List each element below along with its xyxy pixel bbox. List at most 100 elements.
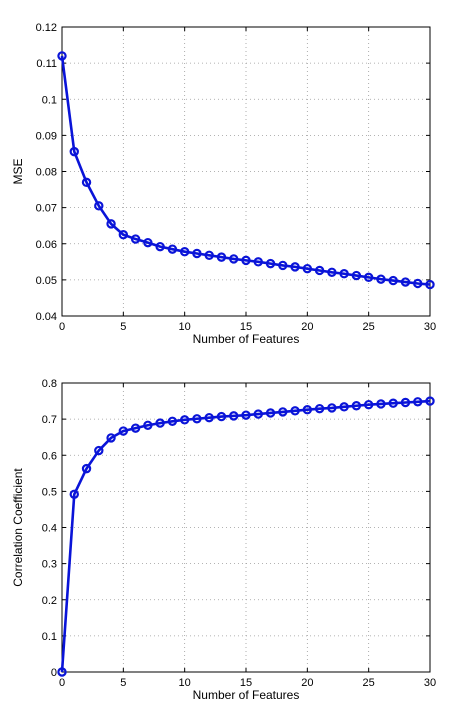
mse-y-tick-label: 0.07: [36, 203, 57, 215]
correlation-y-tick-label: 0.6: [42, 450, 57, 462]
correlation-data-point: [192, 414, 202, 424]
correlation-data-point: [241, 410, 251, 420]
mse-data-point: [192, 248, 202, 259]
mse-data-point: [241, 255, 251, 266]
correlation-x-axis-label: Number of Features: [193, 688, 300, 702]
correlation-x-tick-label: 20: [301, 677, 313, 689]
mse-y-tick-label: 0.06: [36, 239, 57, 251]
mse-data-point: [302, 263, 313, 274]
correlation-y-axis-label: Correlation Coefficient: [11, 468, 25, 587]
mse-data-point: [351, 270, 362, 281]
mse-data-point: [229, 254, 239, 264]
correlation-data-point: [229, 411, 239, 421]
correlation-data-point: [376, 399, 386, 409]
correlation-data-point: [106, 433, 116, 443]
mse-y-tick-label: 0.04: [36, 311, 57, 323]
mse-data-point: [314, 265, 325, 276]
mse-y-tick-label: 0.11: [36, 58, 57, 70]
mse-data-point: [94, 201, 104, 211]
mse-x-tick-label: 20: [301, 321, 313, 333]
correlation-data-point: [204, 412, 214, 423]
mse-x-tick-label: 15: [240, 321, 252, 333]
mse-chart: 0.04 0.05 0.06 0.07 0.08 0.09 0.1 0.11 0.12 0 5 10…: [11, 22, 436, 346]
mse-data-point: [216, 252, 227, 262]
correlation-data-point: [130, 423, 141, 433]
mse-data-point: [363, 272, 374, 283]
mse-data-point: [253, 257, 263, 267]
correlation-y-tick-label: 0.1: [42, 631, 57, 643]
mse-series-markers: [57, 51, 435, 290]
mse-data-point: [81, 177, 92, 188]
mse-data-point: [69, 146, 79, 157]
mse-y-tick-label: 0.1: [42, 94, 57, 106]
mse-data-point: [57, 51, 67, 61]
correlation-data-point: [265, 408, 276, 418]
mse-y-tick-label: 0.05: [36, 275, 57, 287]
correlation-x-tick-label: 0: [59, 677, 65, 689]
correlation-y-tick-label: 0.7: [42, 414, 57, 426]
mse-data-point: [278, 260, 288, 271]
mse-x-axis-label: Number of Features: [193, 332, 300, 346]
mse-data-point: [204, 250, 214, 261]
mse-data-point: [106, 219, 116, 229]
correlation-x-tick-label: 10: [179, 677, 191, 689]
correlation-data-point: [400, 397, 411, 408]
mse-grid: [62, 27, 430, 316]
correlation-y-tick-label: 0.2: [42, 595, 57, 607]
mse-data-point: [388, 275, 398, 286]
mse-data-point: [425, 279, 435, 290]
correlation-data-point: [143, 420, 153, 430]
correlation-x-tick-label: 5: [120, 677, 126, 689]
correlation-x-tick-label: 25: [363, 677, 375, 689]
mse-x-tick-labels: 0 5 10 15 20 25 30: [59, 321, 436, 333]
correlation-data-point: [302, 405, 313, 415]
correlation-data-point: [290, 406, 300, 416]
correlation-y-tick-labels: 0 0.1 0.2 0.3 0.4 0.5 0.6 0.7 0.8: [42, 378, 57, 679]
correlation-chart: 0 0.1 0.2 0.3 0.4 0.5 0.6 0.7 0.8 0 5 10 15 20 25 30 N…: [11, 378, 436, 702]
mse-data-point: [118, 230, 129, 240]
mse-x-tick-label: 25: [363, 321, 375, 333]
correlation-data-point: [425, 396, 435, 406]
correlation-data-point: [118, 426, 129, 436]
correlation-y-tick-label: 0.8: [42, 378, 57, 390]
correlation-data-point: [94, 445, 104, 456]
correlation-data-point: [253, 409, 263, 419]
correlation-data-point: [413, 397, 423, 407]
correlation-data-point: [278, 407, 288, 417]
correlation-data-point: [314, 403, 325, 414]
correlation-data-point: [327, 403, 337, 413]
mse-x-tick-label: 10: [179, 321, 191, 333]
correlation-data-point: [216, 411, 227, 422]
mse-y-tick-label: 0.12: [36, 22, 57, 34]
mse-data-point: [400, 277, 411, 287]
correlation-y-tick-label: 0: [51, 667, 57, 679]
mse-data-point: [413, 278, 423, 289]
mse-series-line: [60, 55, 431, 286]
mse-x-tick-label: 5: [120, 321, 126, 333]
correlation-data-point: [363, 399, 374, 410]
mse-y-axis-label: MSE: [11, 158, 25, 184]
mse-x-tick-label: 30: [424, 321, 436, 333]
mse-data-point: [327, 267, 337, 277]
mse-y-tick-label: 0.09: [36, 130, 57, 142]
correlation-x-tick-label: 15: [240, 677, 252, 689]
correlation-grid: [62, 383, 430, 672]
mse-data-point: [143, 237, 153, 248]
correlation-data-point: [351, 401, 362, 411]
mse-data-point: [265, 258, 276, 269]
correlation-data-point: [167, 416, 178, 426]
correlation-data-point: [339, 402, 349, 412]
correlation-series-line: [60, 399, 431, 673]
mse-data-point: [376, 274, 386, 284]
correlation-data-point: [388, 398, 398, 408]
mse-y-tick-label: 0.08: [36, 167, 57, 179]
mse-ticks: [61, 26, 431, 317]
mse-data-point: [130, 234, 141, 244]
correlation-x-tick-labels: 0 5 10 15 20 25 30: [59, 677, 436, 689]
mse-data-point: [339, 269, 349, 279]
correlation-data-point: [57, 667, 67, 677]
correlation-data-point: [69, 489, 79, 499]
correlation-data-point: [81, 463, 92, 474]
mse-x-tick-label: 0: [59, 321, 65, 333]
